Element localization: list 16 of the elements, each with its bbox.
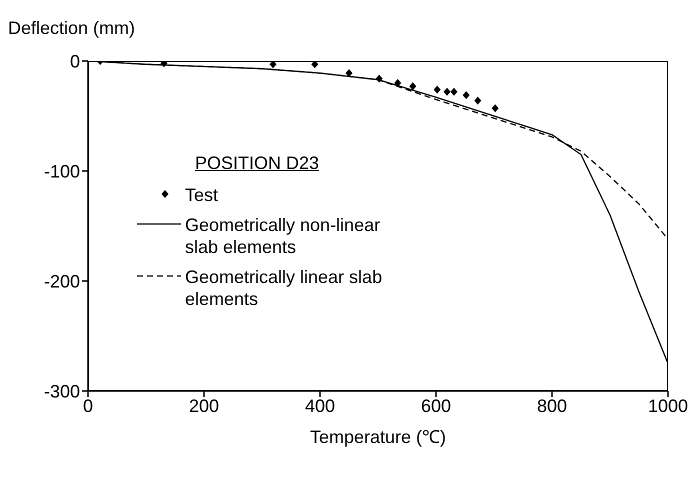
y-axis-title: Deflection (mm): [8, 18, 136, 39]
x-tick-label: 1000: [648, 396, 688, 416]
y-tick-label: 0: [70, 51, 80, 72]
x-tick-label: 600: [420, 396, 452, 416]
x-tick-label: 200: [188, 396, 220, 416]
x-tick-label: 400: [304, 396, 336, 416]
legend-label: Geometrically non-linear slab elements: [185, 214, 382, 258]
y-tick-label: -300: [44, 381, 80, 402]
legend-label: Test: [185, 184, 220, 206]
legend-label: Geometrically linear slab elements: [185, 266, 384, 310]
x-tick-label: 0: [82, 396, 94, 416]
y-tick-label: -100: [44, 161, 80, 182]
x-tick-label: 800: [536, 396, 568, 416]
x-axis-title: Temperature (℃): [310, 427, 446, 447]
legend-title: POSITION D23: [195, 153, 320, 174]
y-tick-label: -200: [44, 271, 80, 292]
